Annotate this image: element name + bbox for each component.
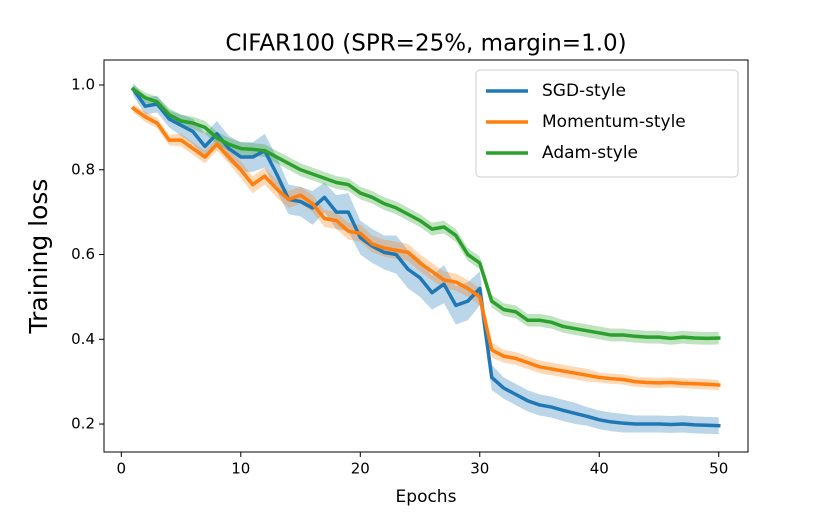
- legend: SGD-style Momentum-style Adam-style: [475, 69, 739, 178]
- series-line: [130, 86, 721, 428]
- x-tick-label: 20: [351, 460, 370, 478]
- legend-label: SGD-style: [542, 81, 626, 101]
- y-tick-label: 0.4: [71, 330, 95, 348]
- legend-label: Adam-style: [542, 143, 638, 163]
- y-tick-label: 0.2: [71, 415, 95, 433]
- legend-box: [475, 69, 739, 178]
- plot-frame: [103, 59, 749, 453]
- x-tick-label: 30: [470, 460, 489, 478]
- x-tick-label: 10: [231, 460, 250, 478]
- y-axis-label: Training loss: [24, 179, 53, 335]
- x-axis-label: Epochs: [396, 487, 457, 507]
- x-tick-label: 40: [590, 460, 609, 478]
- error-band: [133, 82, 719, 435]
- x-tick-label: 0: [117, 460, 127, 478]
- chart-title: CIFAR100 (SPR=25%, margin=1.0): [225, 31, 626, 57]
- y-tick-label: 1.0: [71, 76, 95, 94]
- x-tick-label: 50: [709, 460, 728, 478]
- series-line: [130, 86, 721, 341]
- legend-label: Momentum-style: [542, 112, 686, 132]
- y-tick-label: 0.8: [71, 160, 95, 178]
- series-line: [130, 105, 721, 387]
- y-tick-label: 0.6: [71, 245, 95, 263]
